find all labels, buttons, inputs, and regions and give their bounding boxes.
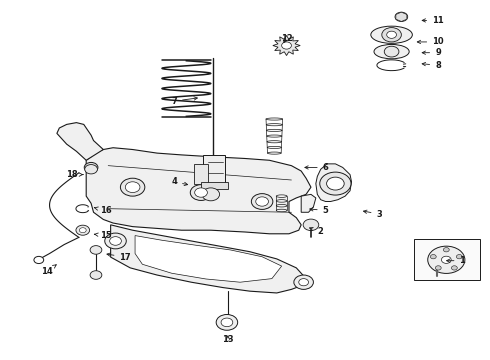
Circle shape — [221, 318, 233, 327]
Circle shape — [195, 188, 207, 197]
Circle shape — [294, 275, 314, 289]
Ellipse shape — [276, 209, 287, 212]
Text: 14: 14 — [41, 265, 56, 276]
Text: 9: 9 — [422, 48, 441, 57]
Polygon shape — [203, 155, 225, 187]
Polygon shape — [57, 123, 103, 160]
Circle shape — [435, 266, 441, 270]
Text: 17: 17 — [107, 253, 131, 262]
Circle shape — [125, 182, 140, 193]
Circle shape — [251, 194, 273, 210]
Circle shape — [76, 225, 90, 235]
Ellipse shape — [276, 195, 287, 197]
Circle shape — [320, 172, 351, 195]
Polygon shape — [273, 36, 300, 55]
Text: 6: 6 — [305, 163, 329, 172]
Circle shape — [303, 219, 319, 230]
Text: 16: 16 — [94, 206, 112, 215]
Text: 18: 18 — [66, 170, 83, 179]
Polygon shape — [301, 194, 316, 212]
Circle shape — [443, 248, 449, 252]
Text: 10: 10 — [417, 37, 444, 46]
Circle shape — [451, 266, 457, 270]
Ellipse shape — [374, 44, 409, 59]
Circle shape — [90, 271, 102, 279]
Polygon shape — [135, 235, 282, 282]
Circle shape — [34, 256, 44, 264]
Ellipse shape — [276, 200, 287, 202]
Polygon shape — [111, 225, 306, 293]
Circle shape — [85, 165, 98, 174]
Polygon shape — [194, 164, 208, 184]
Circle shape — [79, 228, 86, 233]
Circle shape — [202, 188, 220, 201]
Circle shape — [256, 197, 269, 206]
Text: 2: 2 — [310, 228, 324, 237]
Polygon shape — [86, 148, 311, 234]
Bar — [414, 239, 480, 280]
Text: 7: 7 — [172, 96, 197, 105]
Ellipse shape — [268, 152, 281, 154]
Circle shape — [110, 237, 122, 245]
Circle shape — [430, 255, 436, 259]
Circle shape — [282, 42, 292, 49]
Ellipse shape — [267, 141, 282, 143]
Circle shape — [105, 233, 126, 249]
Text: 15: 15 — [94, 231, 112, 240]
Ellipse shape — [266, 123, 282, 126]
Polygon shape — [201, 182, 228, 189]
Circle shape — [90, 246, 102, 254]
Circle shape — [299, 279, 309, 286]
Text: 13: 13 — [222, 335, 234, 344]
Ellipse shape — [266, 118, 283, 120]
Ellipse shape — [267, 147, 281, 149]
Text: 5: 5 — [310, 206, 329, 215]
Circle shape — [327, 177, 344, 190]
Circle shape — [190, 185, 212, 201]
Ellipse shape — [267, 129, 282, 131]
Circle shape — [84, 162, 98, 172]
Polygon shape — [316, 164, 351, 202]
Circle shape — [395, 12, 408, 22]
Text: 12: 12 — [281, 34, 293, 43]
Text: 3: 3 — [364, 210, 382, 219]
Circle shape — [121, 178, 145, 196]
Circle shape — [384, 46, 399, 57]
Text: 11: 11 — [422, 16, 444, 25]
Ellipse shape — [267, 135, 282, 137]
Circle shape — [456, 255, 462, 259]
Circle shape — [382, 28, 401, 42]
Text: 1: 1 — [446, 256, 466, 265]
Circle shape — [428, 246, 465, 273]
Ellipse shape — [276, 204, 287, 207]
Polygon shape — [396, 12, 407, 22]
Ellipse shape — [371, 26, 413, 43]
Text: 8: 8 — [422, 61, 441, 70]
Text: 4: 4 — [171, 177, 188, 186]
Circle shape — [387, 31, 396, 39]
Circle shape — [441, 256, 451, 264]
Circle shape — [216, 315, 238, 330]
